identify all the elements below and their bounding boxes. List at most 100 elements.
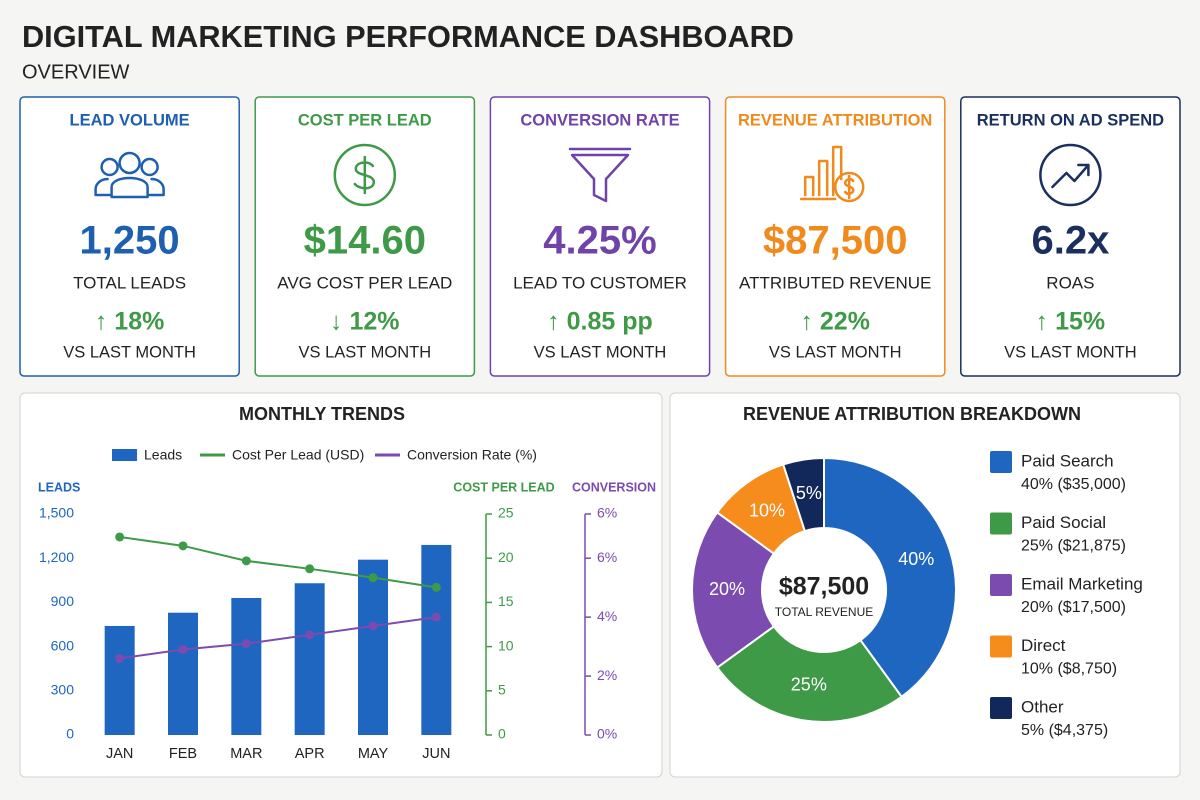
kpi-title: RETURN ON AD SPEND (977, 111, 1164, 129)
point (178, 645, 188, 655)
y-axis-title: LEADS (38, 480, 80, 494)
legend-label: Leads (144, 447, 182, 463)
point (241, 556, 251, 566)
page-title: DIGITAL MARKETING PERFORMANCE DASHBOARD (22, 19, 794, 54)
legend-label: Conversion Rate (%) (407, 447, 537, 463)
y-tick-label: 600 (51, 637, 75, 653)
kpi-change: ↑ 15% (1036, 308, 1105, 336)
point (305, 564, 315, 574)
kpi-label: ROAS (1046, 273, 1094, 292)
y2-tick-label: 25 (498, 505, 514, 521)
y2-tick-label: 20 (498, 549, 514, 565)
y-tick-label: 300 (51, 682, 75, 698)
icon-part (833, 171, 865, 203)
kpi-icon (568, 147, 632, 203)
icon-part (94, 177, 111, 197)
line (119, 535, 437, 589)
legend-swatch (990, 635, 1012, 658)
point (241, 639, 251, 649)
point (178, 541, 188, 551)
kpi-title: COST PER LEAD (298, 111, 432, 129)
legend-swatch (990, 574, 1012, 596)
point (305, 630, 315, 640)
bar (294, 583, 325, 735)
center-label: TOTAL REVENUE (775, 605, 873, 619)
legend-detail: 25% ($21,875) (1021, 538, 1126, 555)
bar (104, 625, 135, 735)
wedge-label: 10% (749, 500, 785, 520)
kpi-period: VS LAST MONTH (534, 343, 667, 361)
kpi-title: REVENUE ATTRIBUTION (738, 111, 932, 129)
y2-tick-label: 0 (498, 726, 506, 742)
y-tick-label: 0 (66, 726, 74, 742)
line (119, 616, 437, 660)
point (431, 582, 441, 592)
wedge-label: 40% (898, 549, 934, 569)
kpi-period: VS LAST MONTH (63, 343, 196, 361)
legend-detail: 40% ($35,000) (1021, 476, 1126, 493)
kpi-title: LEAD VOLUME (70, 111, 190, 129)
pie-wedge (691, 511, 776, 669)
icon-part (843, 174, 855, 200)
x-tick-label: MAY (358, 746, 389, 762)
icon-part (1051, 163, 1090, 189)
pie-wedge (781, 456, 825, 533)
icon-part (110, 176, 149, 199)
kpi-icon (799, 145, 865, 203)
icon-part (799, 145, 843, 201)
point (368, 573, 378, 583)
kpi-card (254, 96, 476, 377)
point (115, 653, 125, 663)
kpi-card (724, 96, 946, 377)
y-tick-label: 900 (51, 593, 75, 609)
wedge-label: 20% (709, 579, 745, 599)
bar (168, 612, 198, 735)
y2-axis-title: COST PER LEAD (453, 480, 554, 494)
kpi-card (960, 96, 1181, 377)
kpi-change: ↑ 22% (800, 308, 869, 336)
page-subtitle: OVERVIEW (22, 61, 130, 83)
y3-tick-label: 2% (597, 667, 617, 683)
pie-wedge (823, 456, 957, 699)
y3-tick-label: 6% (597, 549, 617, 565)
legend-label: Direct (1021, 636, 1066, 655)
y2-tick-label: 5 (498, 682, 506, 698)
legend-swatch (990, 697, 1012, 719)
y3-tick-label: 6% (597, 505, 617, 521)
legend-label: Email Marketing (1021, 574, 1143, 593)
x-tick-label: JUN (422, 746, 450, 762)
kpi-change: ↑ 0.85 pp (547, 308, 653, 336)
kpi-icon (333, 143, 397, 207)
y-tick-label: 1,500 (39, 505, 74, 521)
kpi-label: TOTAL LEADS (73, 273, 186, 292)
kpi-title: CONVERSION RATE (520, 111, 679, 129)
x-tick-label: FEB (169, 746, 197, 762)
kpi-period: VS LAST MONTH (769, 343, 902, 361)
kpi-icon (94, 151, 165, 199)
icon-part (148, 177, 165, 197)
kpi-value: 6.2x (1031, 219, 1109, 263)
bar (358, 559, 388, 735)
bar (421, 544, 452, 735)
icon-part (118, 151, 141, 175)
kpi-change: ↓ 12% (330, 308, 399, 336)
bar (231, 597, 262, 735)
y3-tick-label: 0% (597, 726, 617, 742)
kpi-period: VS LAST MONTH (1004, 343, 1137, 361)
legend-detail: 20% ($17,500) (1021, 599, 1126, 616)
wedge-label: 5% (796, 483, 822, 503)
icon-part (353, 155, 376, 195)
x-tick-label: MAR (230, 746, 262, 762)
legend-label: Other (1021, 697, 1064, 716)
kpi-period: VS LAST MONTH (298, 343, 431, 361)
kpi-label: AVG COST PER LEAD (277, 273, 452, 292)
y2-tick-label: 10 (498, 637, 514, 653)
wedge-label: 25% (791, 675, 827, 695)
pie-wedge (715, 625, 903, 723)
y2-tick-label: 15 (498, 593, 514, 609)
point (115, 532, 125, 542)
legend-swatch (990, 512, 1012, 535)
icon-part (100, 157, 119, 177)
